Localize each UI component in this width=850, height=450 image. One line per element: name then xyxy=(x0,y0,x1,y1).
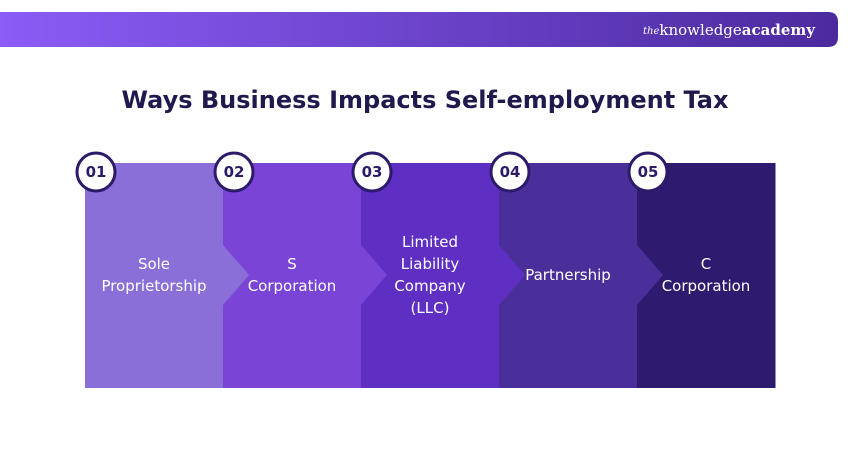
title: Ways Business Impacts Self-employment Ta… xyxy=(122,86,729,114)
label-line: Proprietorship xyxy=(101,277,206,295)
label-line: S xyxy=(287,255,297,273)
label-line: Corporation xyxy=(662,277,751,295)
label-line: Liability xyxy=(401,255,460,273)
step-arrow xyxy=(223,245,249,305)
logo-suffix: academy xyxy=(742,21,816,39)
logo[interactable]: theknowledgeacademy xyxy=(643,21,816,39)
label-line: Limited xyxy=(402,233,458,251)
step-number: 04 xyxy=(500,163,521,181)
step-label: C Corporation xyxy=(662,255,751,295)
step-badge xyxy=(213,151,255,193)
label-line: Sole xyxy=(138,255,170,273)
step-badge xyxy=(351,151,393,193)
label-line: Corporation xyxy=(248,277,337,295)
step-badge xyxy=(75,151,117,193)
label-line: (LLC) xyxy=(411,299,450,317)
step-number: 03 xyxy=(362,163,383,181)
step-arrow xyxy=(637,245,663,305)
label-line: Partnership xyxy=(525,266,611,284)
logo-prefix: the xyxy=(643,26,659,37)
step-label: Limited Liability Company (LLC) xyxy=(394,233,465,317)
step-label: Sole Proprietorship xyxy=(101,255,206,295)
step-arrow xyxy=(499,245,525,305)
step-arrow xyxy=(361,245,387,305)
step-panel xyxy=(85,163,224,388)
steps: Sole Proprietorship 01 S Corporation 02 Limite… xyxy=(75,151,776,388)
step-number: 01 xyxy=(86,163,107,181)
header-bar xyxy=(0,12,838,47)
label-line: C xyxy=(701,255,711,273)
step-label: S Corporation xyxy=(248,255,337,295)
step-number: 05 xyxy=(638,163,659,181)
step-badge xyxy=(627,151,669,193)
step-badge xyxy=(489,151,531,193)
step-number: 02 xyxy=(224,163,245,181)
step-label: Partnership xyxy=(525,266,611,284)
logo-name: knowledge xyxy=(659,21,741,39)
label-line: Company xyxy=(394,277,465,295)
